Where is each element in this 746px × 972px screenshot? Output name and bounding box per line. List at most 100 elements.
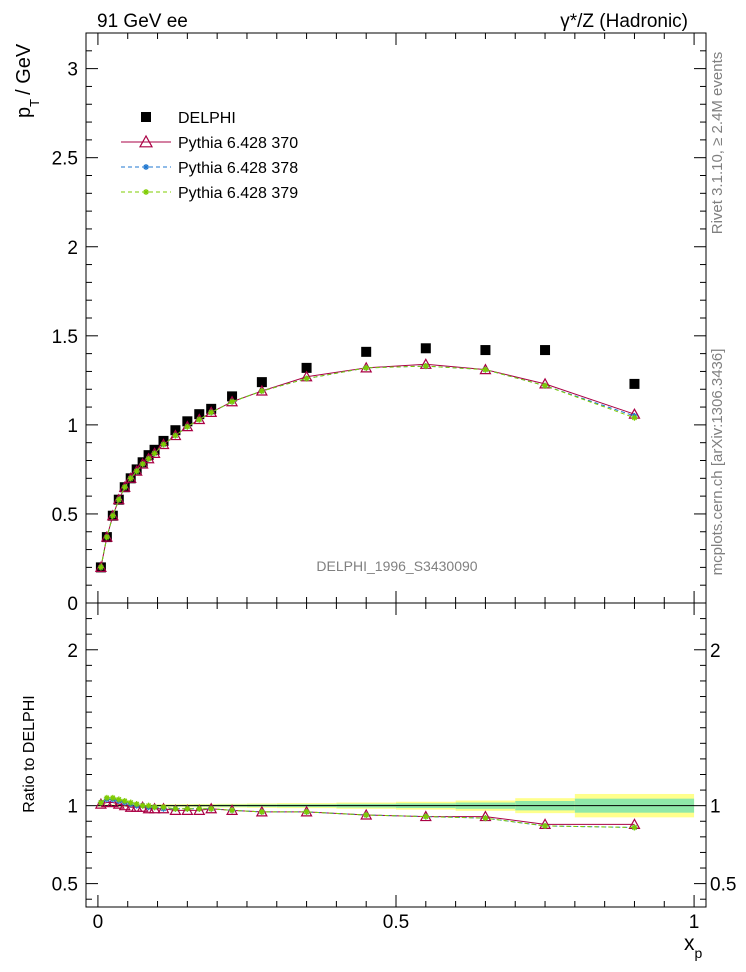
marker-star-stroke	[116, 796, 122, 802]
marker-star-stroke	[423, 363, 429, 369]
marker-star-stroke	[229, 807, 235, 813]
marker-star	[482, 366, 489, 373]
marker-star	[258, 808, 265, 815]
marker-triangle	[124, 800, 137, 812]
x-axis-title-main: x	[684, 932, 695, 955]
marker-star-stroke	[542, 383, 548, 389]
marker-star-stroke	[128, 475, 134, 481]
main-y-tick-label: 2.5	[52, 149, 78, 170]
marker-star	[139, 802, 146, 809]
marker-star-stroke	[172, 433, 178, 439]
series-line	[100, 363, 635, 568]
marker-star-stroke	[140, 803, 146, 809]
header-left-label: 91 GeV ee	[97, 11, 188, 32]
marker-star	[196, 416, 203, 423]
data-point	[629, 378, 640, 389]
marker-star-stroke	[423, 814, 429, 820]
ratio-y-tick-label-right: 1	[710, 797, 721, 818]
main-y-tick-label: 0	[67, 594, 78, 615]
marker-triangle	[148, 802, 161, 814]
data-point	[361, 346, 372, 357]
data-point	[158, 435, 169, 446]
marker-star	[160, 804, 167, 811]
marker-star	[184, 423, 191, 430]
ratio-y-tick-label: 0.5	[52, 875, 78, 896]
marker-star-stroke	[98, 564, 104, 570]
marker-star-stroke	[259, 388, 265, 394]
svg-text:pT/ GeV: pT / GeV	[13, 43, 42, 118]
legend-entry-4: Pythia 6.428 379	[121, 185, 298, 202]
marker-star	[631, 824, 638, 831]
marker-star-stroke	[116, 497, 122, 503]
marker-star-stroke	[160, 441, 167, 448]
marker-triangle	[106, 796, 119, 808]
marker-star	[145, 802, 152, 809]
marker-star-stroke	[363, 365, 369, 371]
marker-star-stroke	[363, 812, 369, 818]
marker-star	[121, 484, 128, 491]
mcplots-label: mcplots.cern.ch [arXiv:1306.3436]	[709, 349, 726, 576]
marker-star-stroke	[104, 534, 110, 540]
marker-triangle	[169, 804, 182, 815]
marker-star-stroke	[631, 824, 638, 831]
marker-triangle	[181, 804, 194, 815]
x-tick-label: 1	[689, 912, 700, 933]
marker-star	[121, 797, 128, 804]
marker-star-stroke	[122, 484, 128, 490]
main-y-tick-label: 3	[67, 60, 78, 81]
x-axis-title-sub: p	[695, 945, 703, 961]
marker-star-stroke	[229, 399, 235, 405]
marker-star-stroke	[128, 799, 134, 806]
marker-star-stroke	[184, 806, 190, 812]
marker-star	[542, 822, 549, 829]
main-panel: 0 0.5 1 1.5 2 2.5 3	[52, 32, 707, 615]
rivet-label: Rivet 3.1.10, ≥ 2.4M events	[709, 52, 726, 235]
ratio-series-3	[97, 794, 638, 831]
marker-star	[542, 382, 549, 389]
marker-triangle	[118, 799, 131, 811]
analysis-watermark: DELPHI_1996_S3430090	[316, 558, 477, 574]
marker-star-stroke	[259, 809, 265, 815]
marker-triangle	[193, 804, 206, 815]
marker-star	[127, 799, 134, 806]
marker-star-stroke	[208, 409, 214, 415]
ratio-y-tick-label-right: 2	[710, 641, 721, 662]
ratio-y-axis-title: Ratio to DELPHI	[21, 695, 38, 812]
data-point	[143, 450, 154, 461]
main-y-axis-title-sub: T	[27, 99, 42, 107]
ratio-y-tick-label: 2	[67, 641, 78, 662]
marker-star	[145, 455, 152, 462]
marker-star	[133, 468, 140, 475]
marker-star	[139, 461, 146, 468]
marker-star-stroke	[304, 809, 310, 815]
marker-star	[196, 805, 203, 812]
legend-entry-1: DELPHI	[141, 110, 236, 127]
series-line	[100, 365, 635, 568]
marker-star-stroke	[151, 804, 158, 810]
main-y-axis-title: pT / GeV	[13, 43, 42, 118]
legend-label: DELPHI	[178, 110, 236, 127]
legend-label: Pythia 6.428 370	[178, 135, 298, 152]
marker-star	[97, 799, 104, 806]
marker-star	[103, 534, 110, 541]
marker-star-stroke	[140, 461, 146, 467]
series-line	[100, 365, 635, 568]
marker-star-stroke	[172, 806, 178, 812]
x-tick-label: 0	[93, 912, 104, 933]
marker-star	[103, 794, 110, 801]
marker-star-stroke	[122, 798, 128, 804]
marker-triangle	[112, 797, 125, 809]
legend-entry-2: Pythia 6.428 370	[121, 134, 298, 152]
marker-star-stroke	[146, 456, 152, 462]
marker-star	[422, 363, 429, 370]
legend-entry-3: Pythia 6.428 378	[121, 160, 298, 177]
marker-star	[97, 564, 104, 571]
ratio-frame	[85, 602, 707, 908]
marker-star	[143, 189, 149, 195]
marker-star	[133, 801, 140, 808]
marker-star-stroke	[98, 799, 104, 806]
main-y-tick-label: 2	[67, 238, 78, 259]
main-series-1	[95, 343, 640, 573]
main-y-tick-label: 0.5	[52, 505, 78, 526]
marker-star	[363, 364, 370, 371]
